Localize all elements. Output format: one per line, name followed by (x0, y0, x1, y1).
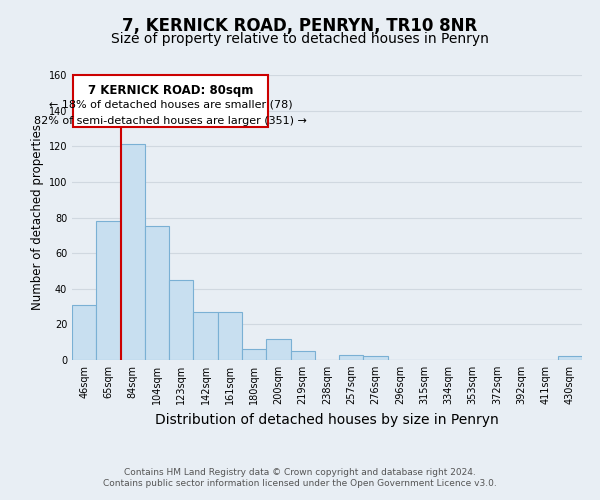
Bar (145, 226, 169, 360)
X-axis label: Distribution of detached houses by size in Penryn: Distribution of detached houses by size … (155, 412, 499, 426)
Bar (193, 312, 218, 360)
Bar (558, 356, 582, 360)
Text: 82% of semi-detached houses are larger (351) →: 82% of semi-detached houses are larger (… (34, 116, 307, 126)
Text: 7 KERNICK ROAD: 80sqm: 7 KERNICK ROAD: 80sqm (88, 84, 253, 97)
Y-axis label: Number of detached properties: Number of detached properties (31, 124, 44, 310)
Bar (364, 356, 388, 360)
Bar (72, 305, 96, 360)
Bar (218, 312, 242, 360)
Bar (339, 354, 364, 360)
Bar (121, 144, 145, 360)
Text: 7, KERNICK ROAD, PENRYN, TR10 8NR: 7, KERNICK ROAD, PENRYN, TR10 8NR (122, 18, 478, 36)
FancyBboxPatch shape (73, 75, 268, 126)
Bar (290, 351, 315, 360)
Bar (242, 350, 266, 360)
Bar (169, 280, 193, 360)
Text: Contains HM Land Registry data © Crown copyright and database right 2024.
Contai: Contains HM Land Registry data © Crown c… (103, 468, 497, 487)
Text: ← 18% of detached houses are smaller (78): ← 18% of detached houses are smaller (78… (49, 100, 292, 110)
Bar (266, 338, 290, 360)
Bar (96, 221, 121, 360)
Text: Size of property relative to detached houses in Penryn: Size of property relative to detached ho… (111, 32, 489, 46)
